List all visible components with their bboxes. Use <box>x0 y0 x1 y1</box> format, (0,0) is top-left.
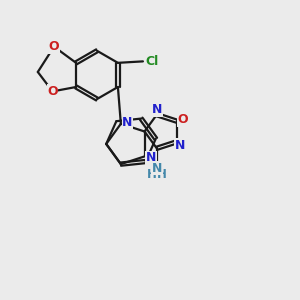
Text: N: N <box>152 103 162 116</box>
Text: O: O <box>47 85 58 98</box>
Text: N: N <box>175 139 185 152</box>
Text: N: N <box>122 116 133 129</box>
Text: Cl: Cl <box>145 55 158 68</box>
Text: H: H <box>146 168 156 181</box>
Text: H: H <box>157 168 167 181</box>
Text: N: N <box>146 152 156 164</box>
Text: O: O <box>178 113 188 126</box>
Text: O: O <box>49 40 59 53</box>
Text: N: N <box>152 162 162 175</box>
